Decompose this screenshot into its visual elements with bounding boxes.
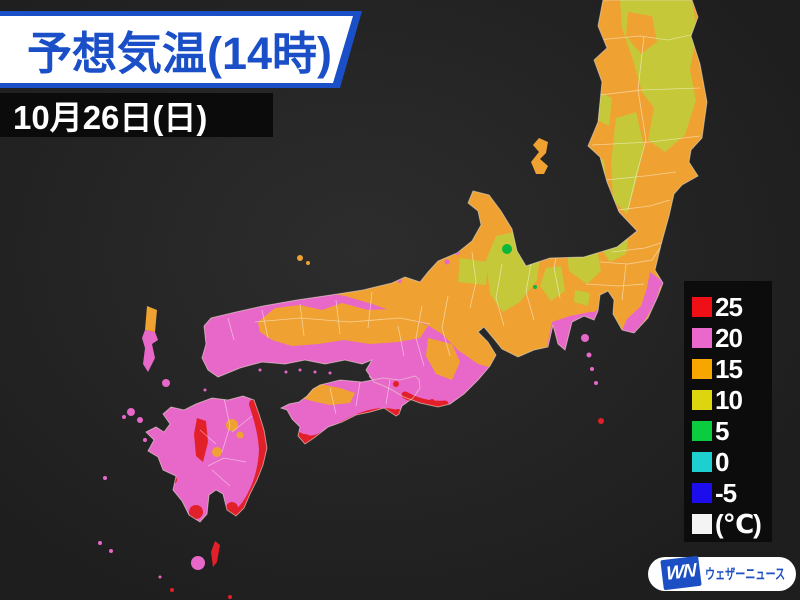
legend-color-swatch bbox=[692, 451, 712, 472]
legend-item: (℃) bbox=[692, 508, 772, 539]
legend-value-label: 15 bbox=[715, 353, 743, 384]
legend-value-label: 0 bbox=[715, 446, 730, 477]
title-banner: 予想気温(14時) bbox=[0, 11, 362, 88]
temperature-legend: 25 20 15 10 5 0 -5 (℃) bbox=[684, 281, 772, 542]
wn-monogram: WN bbox=[666, 560, 696, 585]
page-title: 予想気温(14時) bbox=[27, 28, 333, 79]
legend-item: 25 bbox=[692, 291, 772, 322]
weathernews-logo: WN ウェザーニュース bbox=[648, 555, 796, 591]
legend-value-label: 5 bbox=[715, 415, 730, 446]
band-5-spots bbox=[502, 244, 537, 289]
legend-value-label: -5 bbox=[715, 477, 737, 508]
legend-value-label: 25 bbox=[715, 291, 743, 322]
legend-color-swatch bbox=[692, 513, 712, 534]
legend-color-swatch bbox=[692, 296, 712, 317]
legend-item: 10 bbox=[692, 384, 772, 415]
date-box: 10月26日(日) bbox=[0, 93, 273, 137]
legend-value-label: 10 bbox=[715, 384, 743, 415]
prefecture-borders bbox=[199, 33, 701, 487]
legend-item: 0 bbox=[692, 446, 772, 477]
legend-color-swatch bbox=[692, 327, 712, 348]
legend-color-swatch bbox=[692, 420, 712, 441]
logo-brand-name: ウェザーニュース bbox=[705, 566, 786, 582]
legend-color-swatch bbox=[692, 389, 712, 410]
legend-item: -5 bbox=[692, 477, 772, 508]
islands bbox=[98, 138, 604, 599]
forecast-date: 10月26日(日) bbox=[13, 99, 208, 136]
wn-logo-icon: WN bbox=[660, 555, 702, 591]
legend-item: 5 bbox=[692, 415, 772, 446]
legend-value-label: (℃) bbox=[715, 508, 762, 539]
legend-item: 15 bbox=[692, 353, 772, 384]
title-banner-inner: 予想気温(14時) bbox=[0, 16, 353, 83]
legend-value-label: 20 bbox=[715, 322, 743, 353]
legend-color-swatch bbox=[692, 358, 712, 379]
legend-item: 20 bbox=[692, 322, 772, 353]
legend-color-swatch bbox=[692, 482, 712, 503]
legend-items: 25 20 15 10 5 0 -5 (℃) bbox=[692, 291, 772, 539]
